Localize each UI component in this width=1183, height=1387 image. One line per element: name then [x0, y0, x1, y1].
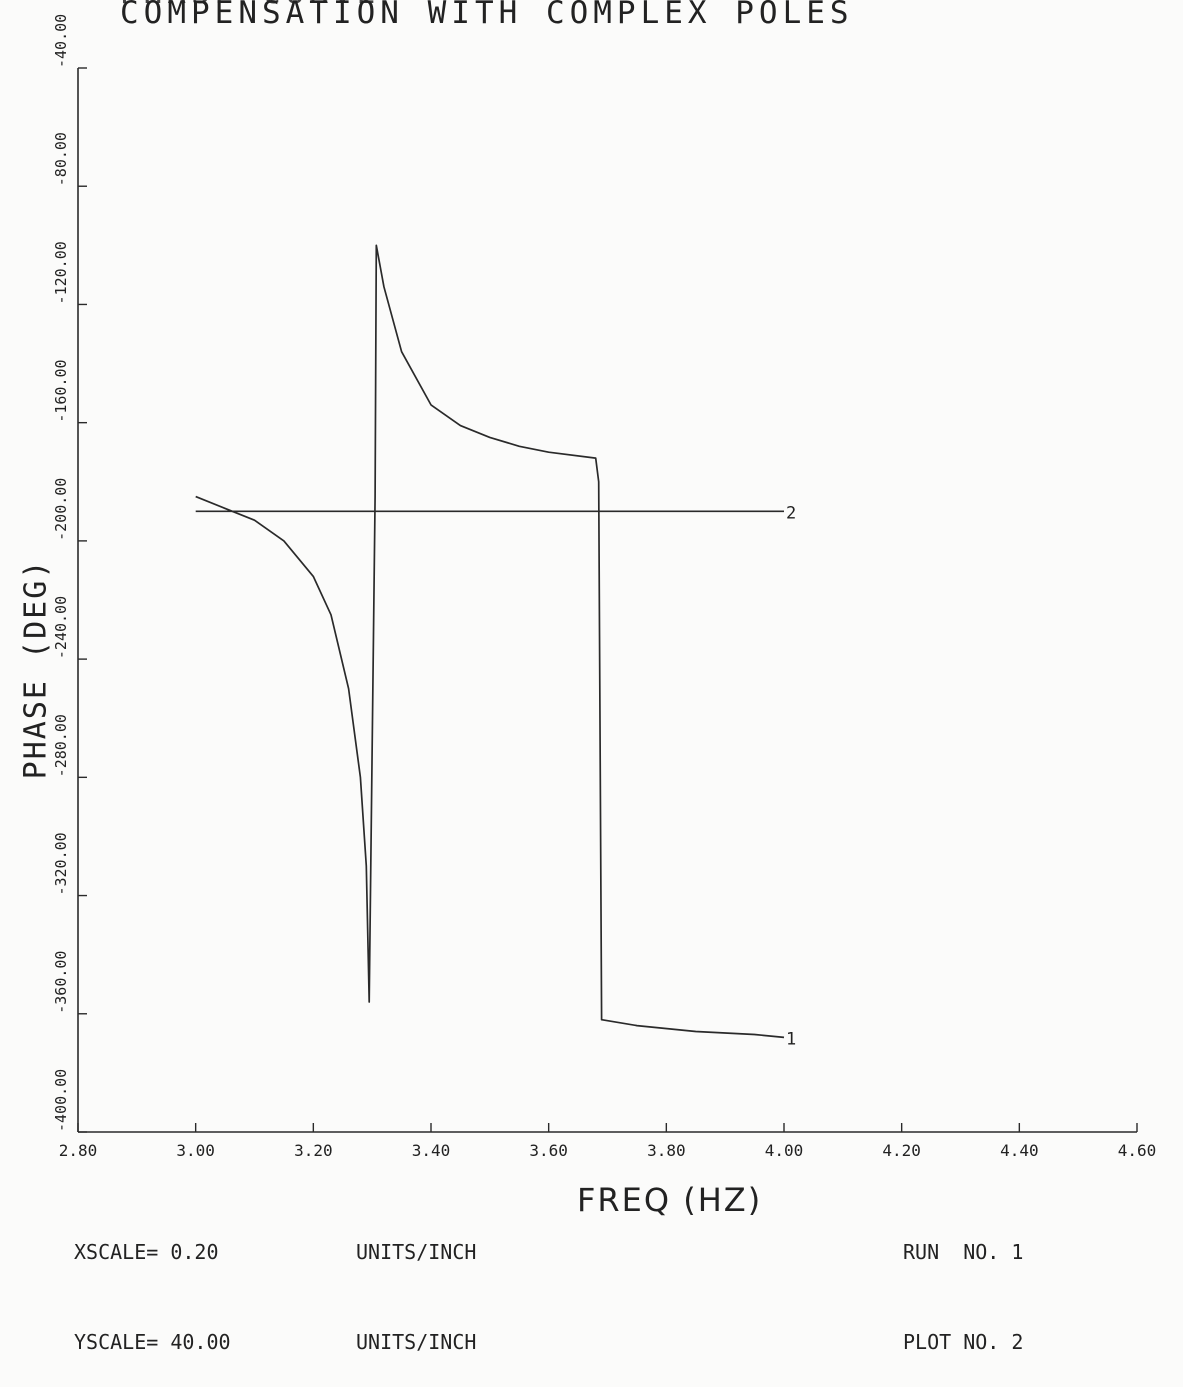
x-tick-label: 2.80	[59, 1141, 98, 1160]
run-number: RUN NO. 1	[903, 1240, 1024, 1264]
x-tick-label: 3.60	[529, 1141, 568, 1160]
x-tick-label: 3.80	[647, 1141, 686, 1160]
xunits-text: UNITS/INCH	[356, 1240, 477, 1264]
y-axis-ticks: -40.00 -80.00 -120.00 -160.00 -200.00 -240.00…	[52, 14, 87, 1133]
chart-axes	[77, 68, 1137, 1133]
series-1-label: 1	[786, 1029, 796, 1049]
series-2-label: 2	[786, 503, 796, 523]
scale-info: XSCALE= 0.20 YSCALE= 40.00	[74, 1177, 231, 1387]
y-axis-label: PHASE (DEG)	[18, 558, 54, 780]
yscale-text: YSCALE= 40.00	[74, 1330, 231, 1354]
yunits-text: UNITS/INCH	[356, 1330, 477, 1354]
y-tick-label: -120.00	[52, 241, 70, 304]
x-tick-label: 3.20	[294, 1141, 333, 1160]
units-info: UNITS/INCH UNITS/INCH	[356, 1177, 476, 1387]
x-tick-label: 4.00	[765, 1141, 804, 1160]
x-tick-label: 3.00	[176, 1141, 215, 1160]
x-tick-label: 4.60	[1118, 1141, 1157, 1160]
y-tick-label: -40.00	[52, 14, 70, 68]
chart-series: 12	[195, 244, 796, 1049]
y-tick-label: -320.00	[52, 832, 70, 895]
y-tick-label: -160.00	[52, 359, 70, 422]
x-tick-label: 4.40	[1000, 1141, 1039, 1160]
y-tick-label: -400.00	[52, 1069, 70, 1132]
x-tick-label: 3.40	[412, 1141, 451, 1160]
xscale-text: XSCALE= 0.20	[74, 1240, 219, 1264]
y-tick-label: -360.00	[52, 951, 70, 1014]
run-info: RUN NO. 1 PLOT NO. 2	[903, 1177, 1023, 1387]
y-tick-label: -240.00	[52, 596, 70, 659]
chart-title: COMPENSATION WITH COMPLEX POLES	[120, 0, 854, 31]
x-axis-label: FREQ (HZ)	[577, 1181, 763, 1219]
y-tick-label: -80.00	[52, 132, 70, 186]
chart-title-cut: PHASE CURVE	[120, 0, 380, 9]
series-1-line	[195, 244, 785, 1039]
x-tick-label: 4.20	[882, 1141, 921, 1160]
y-tick-label: -280.00	[52, 714, 70, 777]
phase-chart: 2.80 3.00 3.20 3.40 3.60 3.80 4.00 4.20 4.40 4.60…	[52, 14, 1157, 1160]
plot-number: PLOT NO. 2	[903, 1330, 1024, 1354]
x-axis-ticks: 2.80 3.00 3.20 3.40 3.60 3.80 4.00 4.20 4.40 4.60	[59, 1123, 1157, 1160]
y-tick-label: -200.00	[52, 478, 70, 541]
